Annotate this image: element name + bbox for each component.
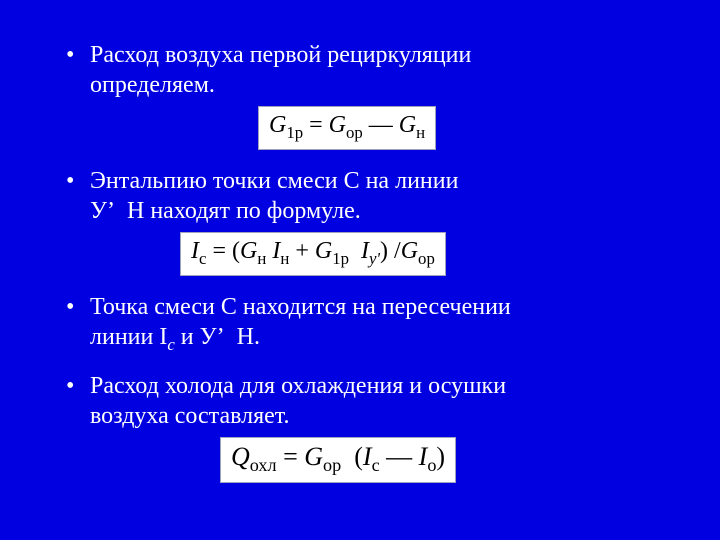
- formula: Qохл = Gор (Iс — Iо): [220, 437, 456, 483]
- formula: Iс = (Gн Iн + G1р Iу') /Gор: [180, 232, 446, 276]
- bullet-text-line: линии Iс и У’ Н.: [90, 324, 260, 350]
- slide-body: Расход воздуха первой рециркуляции опред…: [0, 0, 720, 539]
- bullet-text-line: Расход холода для охлаждения и осушки: [90, 373, 506, 399]
- bullet-text-line: Точка смеси С находится на пересечении: [90, 294, 511, 320]
- formula: G1р = Gор — Gн: [258, 106, 436, 150]
- formula-container: Qохл = Gор (Iс — Iо): [90, 437, 660, 483]
- list-item: Расход воздуха первой рециркуляции опред…: [60, 40, 660, 150]
- bullet-list: Расход воздуха первой рециркуляции опред…: [60, 40, 660, 483]
- list-item: Точка смеси С находится на пересечении л…: [60, 292, 660, 356]
- bullet-text-line: Расход воздуха первой рециркуляции: [90, 42, 471, 68]
- bullet-text-line: воздуха составляет.: [90, 403, 289, 429]
- formula-container: Iс = (Gн Iн + G1р Iу') /Gор: [90, 232, 660, 276]
- list-item: Энтальпию точки смеси С на линии У’ Н на…: [60, 166, 660, 276]
- formula-container: G1р = Gор — Gн: [90, 106, 660, 150]
- list-item: Расход холода для охлаждения и осушки во…: [60, 371, 660, 483]
- bullet-text-line: У’ Н находят по формуле.: [90, 198, 361, 224]
- bullet-text-line: определяем.: [90, 72, 215, 98]
- bullet-text-line: Энтальпию точки смеси С на линии: [90, 168, 458, 194]
